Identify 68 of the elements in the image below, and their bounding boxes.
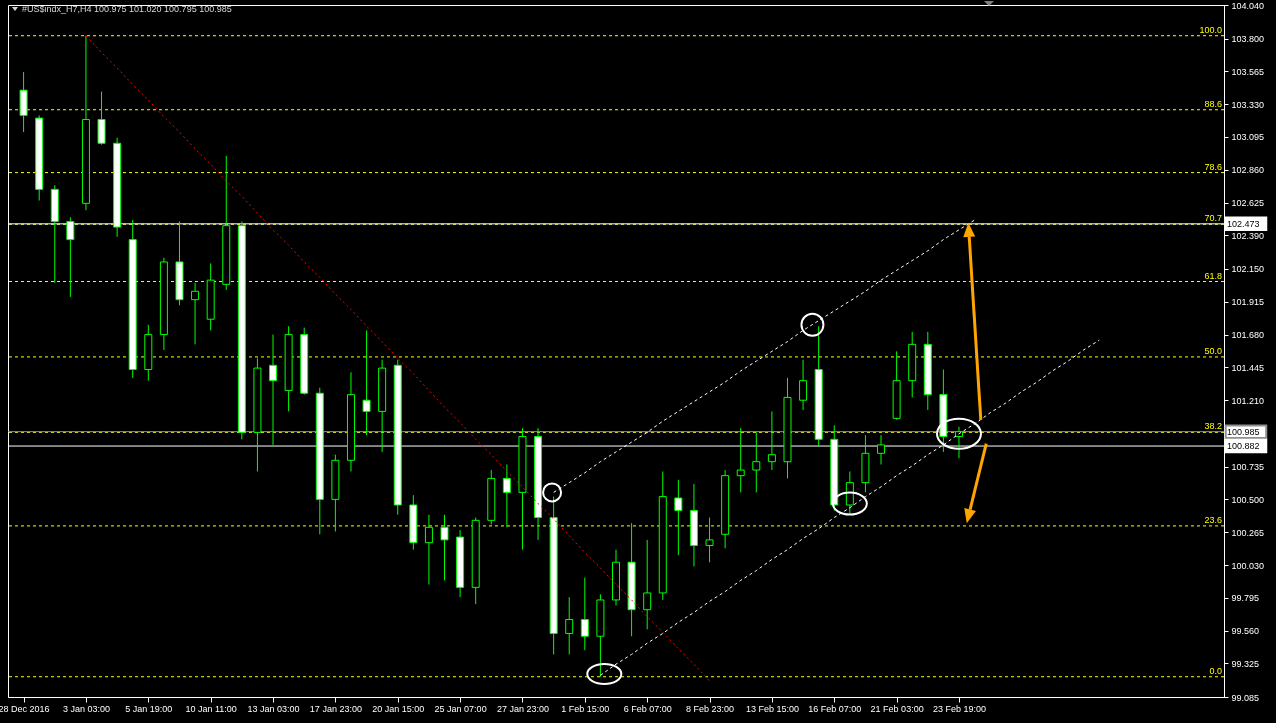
x-tick-label: 5 Jan 19:00 [125, 703, 173, 714]
y-tick-label: 104.040 [1231, 0, 1265, 11]
x-tick-label: 13 Feb 15:00 [745, 703, 799, 714]
y-tick-label: 102.390 [1231, 230, 1265, 241]
candlestick [502, 463, 511, 528]
x-tick-label: 13 Jan 03:00 [247, 703, 300, 714]
annotation: 0.0 [1209, 665, 1222, 676]
candlestick [362, 329, 371, 436]
candlestick [191, 282, 200, 345]
candlestick [440, 514, 449, 581]
x-tick-label: 20 Jan 15:00 [372, 703, 425, 714]
candlestick [736, 427, 745, 493]
x-tick-label: 21 Feb 03:00 [870, 703, 924, 714]
x-tick-label: 16 Feb 07:00 [808, 703, 862, 714]
y-tick-label: 101.915 [1231, 297, 1265, 308]
annotation: 88.6 [1204, 98, 1222, 109]
x-tick-label: 3 Jan 03:00 [62, 703, 110, 714]
candlestick [954, 426, 963, 459]
x-tick-label: 6 Feb 07:00 [623, 703, 672, 714]
y-tick-label: 101.680 [1231, 330, 1265, 341]
x-tick-label: 1 Feb 15:00 [561, 703, 610, 714]
annotation: 78.6 [1204, 161, 1222, 172]
y-tick-label: 101.210 [1231, 395, 1265, 406]
annotation: 70.7 [1204, 213, 1222, 224]
y-tick-label: 101.445 [1231, 362, 1265, 373]
x-tick-label: 27 Jan 23:00 [496, 703, 549, 714]
ref-line-label: 100.882 [1227, 441, 1260, 452]
candlestick [705, 517, 714, 563]
ref-line-label: 102.473 [1227, 218, 1260, 229]
candlestick [97, 91, 106, 146]
x-tick-label: 10 Jan 11:00 [185, 703, 237, 714]
x-tick-label: 25 Jan 07:00 [434, 703, 487, 714]
y-tick-label: 99.795 [1231, 593, 1260, 604]
x-tick-label: 17 Jan 23:00 [309, 703, 362, 714]
y-tick-label: 102.625 [1231, 198, 1265, 209]
annotation: 23.6 [1204, 514, 1222, 525]
y-tick-label: 103.330 [1231, 99, 1265, 110]
y-tick-label: 100.735 [1231, 462, 1265, 473]
candlestick [580, 577, 589, 651]
y-tick-label: 102.150 [1231, 264, 1265, 275]
y-tick-label: 103.565 [1231, 66, 1265, 77]
y-tick-label: 99.325 [1231, 658, 1260, 669]
ref-line-label: 100.985 [1227, 426, 1260, 437]
y-tick-label: 100.265 [1231, 527, 1265, 538]
y-tick-label: 100.030 [1231, 560, 1265, 571]
x-tick-label: 8 Feb 23:00 [686, 703, 735, 714]
annotation: 100.0 [1199, 24, 1222, 35]
chart-title: #US$indx_H7,H4 100.975 101.020 100.795 100.985 [22, 4, 232, 14]
y-tick-label: 100.500 [1231, 494, 1265, 505]
candlestick [752, 431, 761, 493]
candlestick [674, 479, 683, 556]
y-tick-label: 103.095 [1231, 132, 1265, 143]
candlestick [565, 596, 574, 655]
candlestick [424, 514, 433, 586]
y-tick-label: 103.800 [1231, 34, 1265, 45]
candlestick [767, 410, 776, 471]
candlestick [845, 470, 854, 516]
annotation: 61.8 [1204, 270, 1222, 281]
y-tick-label: 102.860 [1231, 165, 1265, 176]
candlestick [799, 359, 808, 411]
x-tick-label: 23 Feb 19:00 [932, 703, 986, 714]
y-tick-label: 99.085 [1231, 692, 1260, 703]
candlestick [643, 539, 652, 630]
line-series [85, 35, 711, 682]
annotation: 38.2 [1204, 421, 1222, 432]
y-tick-label: 99.560 [1231, 626, 1260, 637]
candlestick [877, 434, 886, 465]
annotation: 50.0 [1204, 345, 1222, 356]
